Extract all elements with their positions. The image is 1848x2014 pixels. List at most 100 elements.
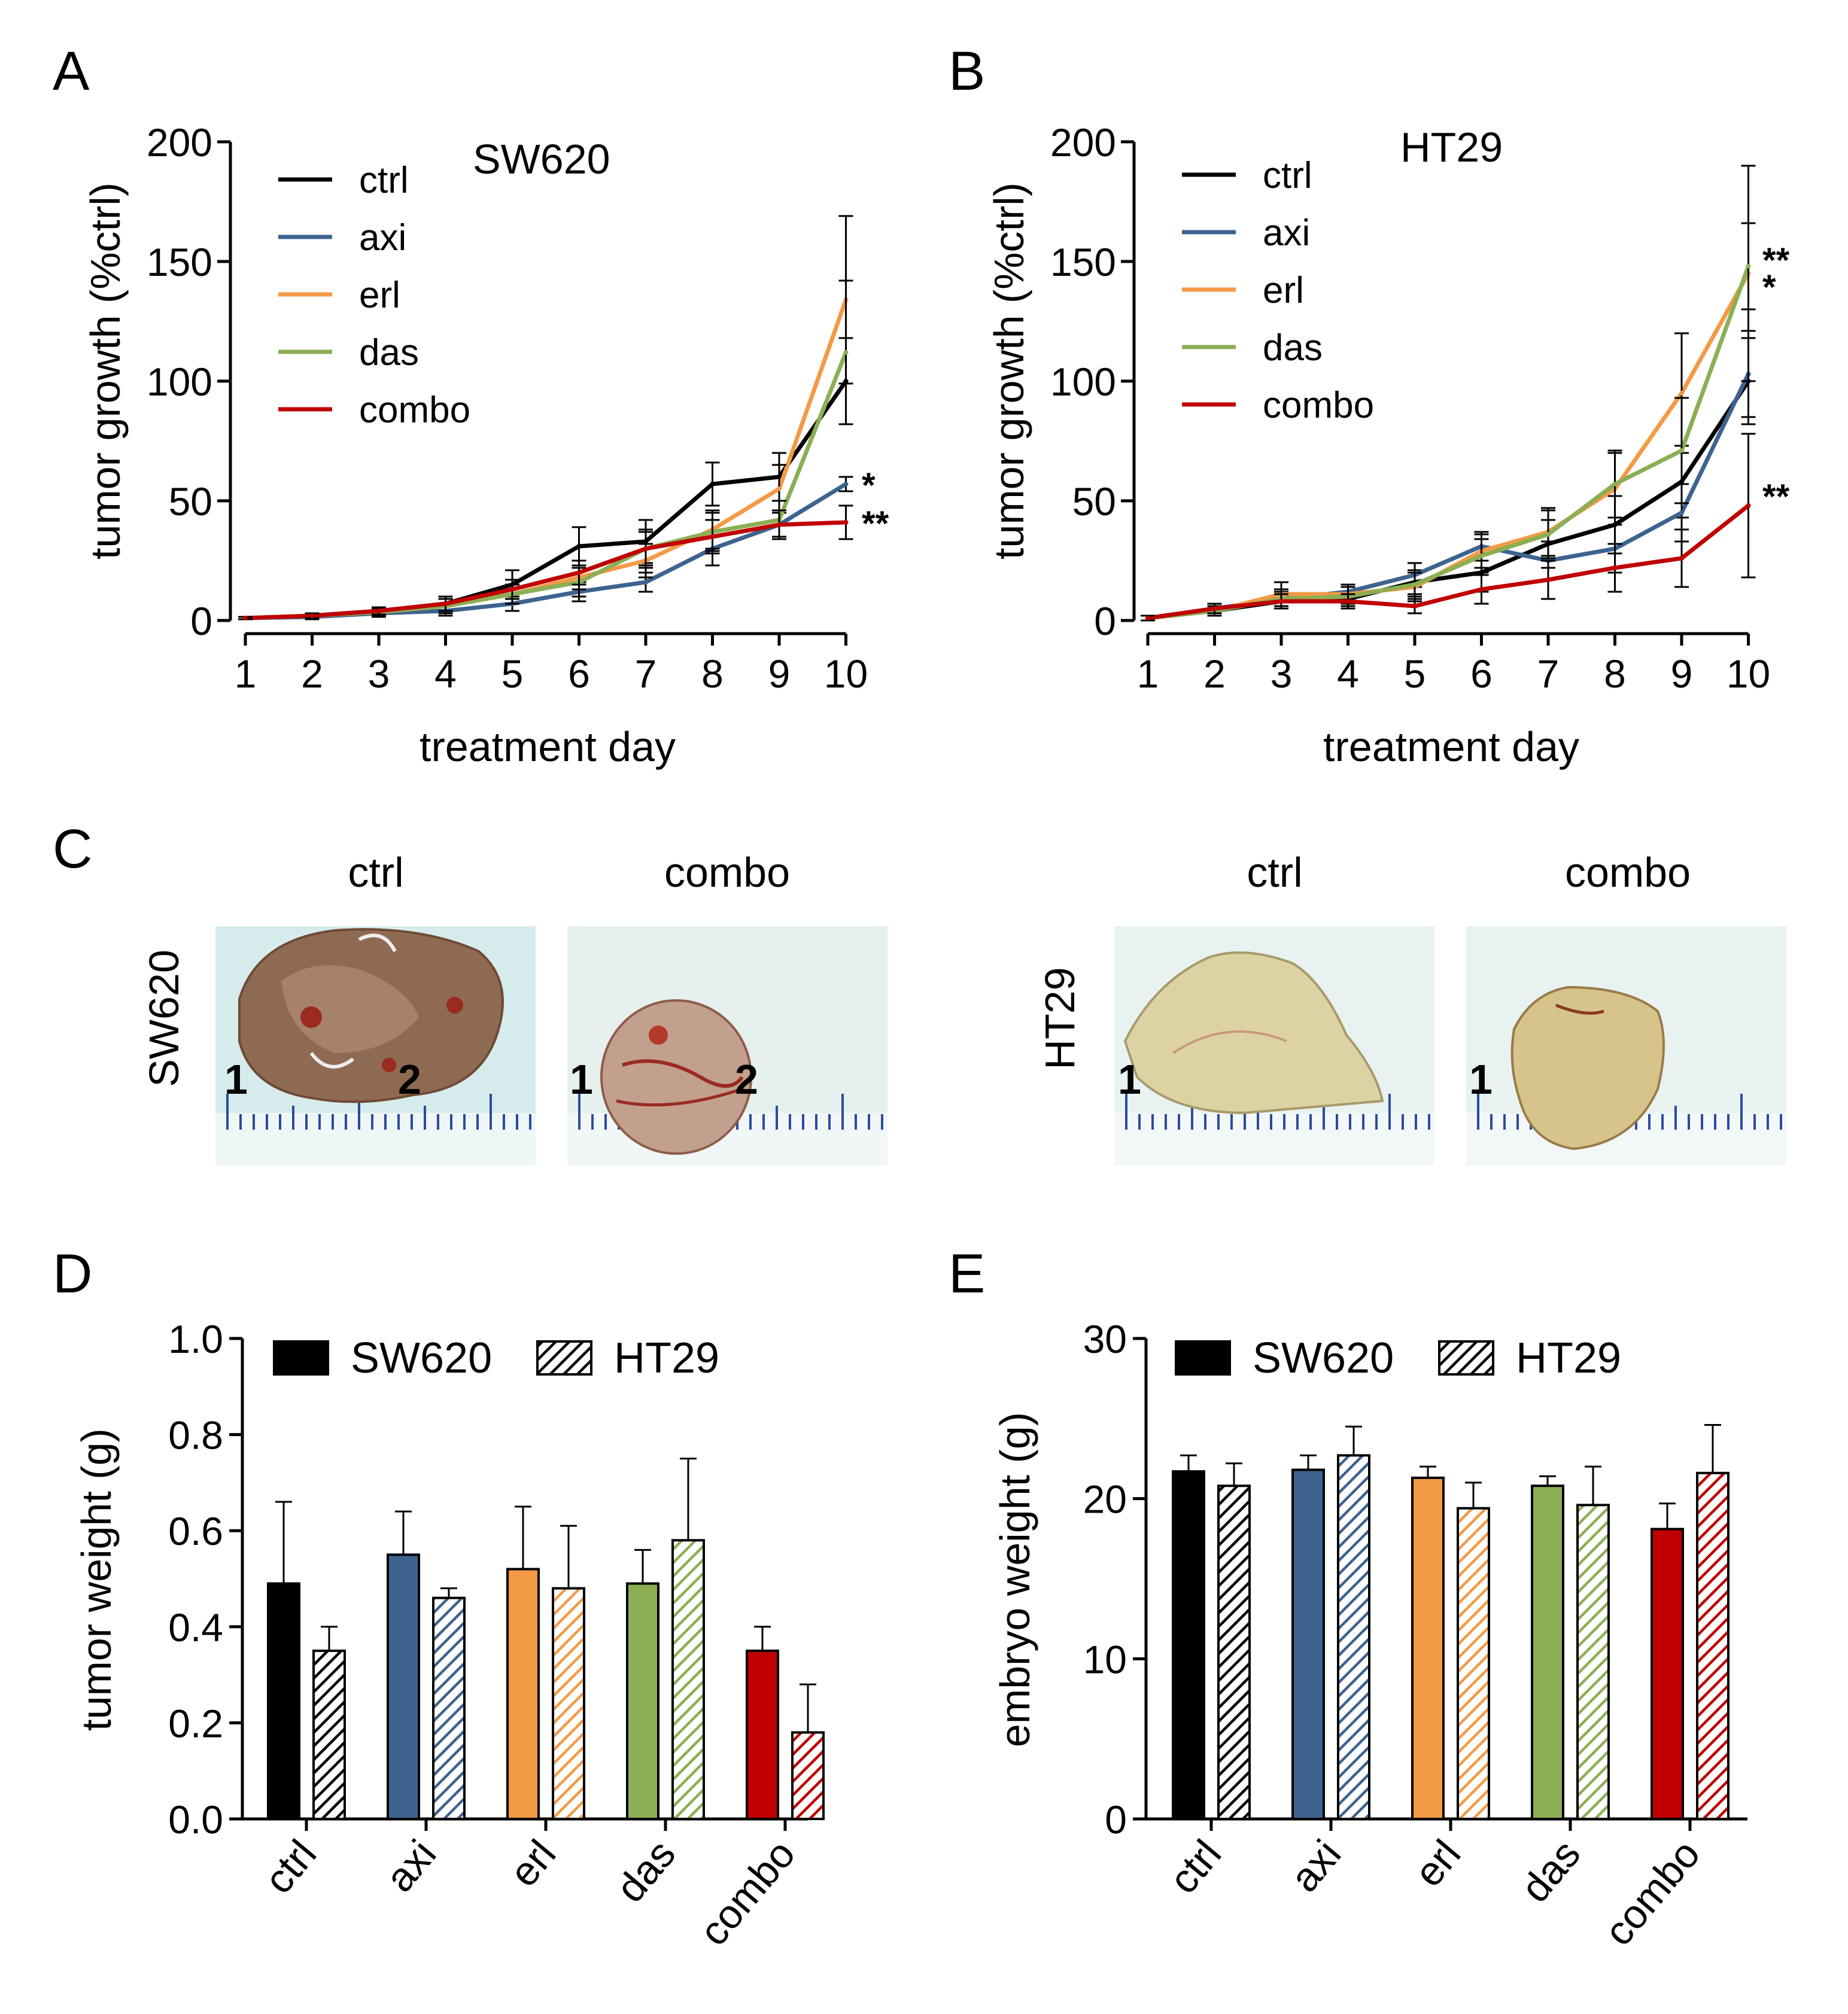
ruler-mark: 1 — [1118, 1056, 1141, 1103]
ruler — [1125, 1094, 1430, 1130]
data-point — [576, 570, 582, 575]
series-line-erl — [245, 299, 848, 620]
y-tick-label: 30 — [1083, 1317, 1127, 1361]
legend-label-erl: erl — [359, 275, 400, 316]
y-tick-label: 150 — [1050, 240, 1116, 284]
x-axis-label-a: treatment day — [420, 723, 676, 770]
data-point — [1145, 616, 1150, 620]
significance-marker: ** — [862, 504, 889, 543]
x-tick-label: 1 — [235, 652, 257, 696]
bar-ht29-combo — [1696, 1471, 1730, 1821]
y-tick-label: 0.0 — [168, 1797, 223, 1842]
photo-column-label-ctrl: ctrl — [348, 849, 403, 896]
y-tick-label: 0.6 — [168, 1509, 223, 1553]
data-point — [843, 350, 849, 355]
series-line-das — [1147, 265, 1750, 620]
x-tick-label: 8 — [701, 652, 724, 696]
ruler-mark: 1 — [1469, 1056, 1493, 1103]
legend-swatch-sw620 — [1175, 1340, 1231, 1376]
x-tick-label: 3 — [1270, 652, 1293, 696]
tumor-photo-ht29-ctrl: 1 — [1114, 926, 1434, 1166]
category-label-erl: erl — [1406, 1832, 1470, 1896]
bar-sw620-axi — [1291, 1468, 1325, 1820]
legend-label-axi: axi — [1263, 212, 1310, 254]
bar-sw620-axi — [387, 1553, 420, 1821]
ruler-mark: 2 — [398, 1056, 421, 1103]
y-tick-label: 50 — [1072, 479, 1116, 524]
data-point — [1546, 577, 1551, 582]
data-point — [243, 616, 248, 620]
legend-label-ctrl: ctrl — [359, 160, 409, 201]
significance-marker: * — [1762, 268, 1776, 307]
y-tick-label: 10 — [1083, 1637, 1127, 1681]
legend-label-ctrl: ctrl — [1263, 155, 1312, 196]
legend-label-das: das — [1263, 327, 1323, 369]
bar-sw620-das — [1531, 1484, 1564, 1821]
series-line-das — [245, 351, 848, 620]
y-tick-label: 20 — [1083, 1477, 1127, 1522]
y-tick-label: 1.0 — [168, 1317, 223, 1361]
x-tick-label: 4 — [434, 652, 457, 696]
photo-row-label-ht29: HT29 — [1037, 967, 1083, 1069]
data-point — [1345, 599, 1351, 604]
y-axis-label-d: tumor weight (g) — [73, 1428, 120, 1731]
plot-area-b: 0 50 100 150 200 1 2 3 4 5 6 7 8 9 10 ctrl axi erl das comb… — [1050, 120, 1790, 696]
bar-sw620-das — [626, 1582, 659, 1821]
series-erl — [238, 215, 853, 620]
plot-area-d: 0.0 0.2 0.4 0.6 0.8 1.0 ctrl axi erl das combo SW62… — [168, 1317, 825, 1954]
ruler — [226, 1094, 531, 1130]
x-axis-label-b: treatment day — [1323, 723, 1579, 770]
y-tick-label: 100 — [147, 360, 212, 404]
series-combo — [238, 504, 853, 620]
bar-ht29-das — [1576, 1504, 1610, 1820]
x-tick-label: 10 — [824, 652, 868, 696]
y-tick-label: 0.4 — [168, 1605, 223, 1650]
y-axis-label-a: tumor growth (%ctrl) — [82, 182, 129, 559]
category-label-axi: axi — [376, 1832, 445, 1900]
bar-ht29-ctrl — [1217, 1484, 1251, 1821]
panel-c: C ctrl combo ctrl combo SW620 HT29 1 2 — [53, 819, 1786, 1166]
x-tick-label: 2 — [1203, 652, 1226, 696]
ruler-mark: 1 — [570, 1056, 593, 1103]
data-point — [376, 609, 381, 613]
bar-sw620-ctrl — [1172, 1470, 1205, 1820]
panel-letter-c: C — [53, 819, 92, 880]
legend-label-sw620: SW620 — [1253, 1334, 1394, 1382]
data-point — [1746, 264, 1751, 269]
data-point — [1546, 532, 1551, 537]
bar-sw620-erl — [1411, 1476, 1445, 1821]
x-tick-label: 7 — [1537, 652, 1560, 696]
series-line-combo — [245, 520, 846, 620]
significance-marker: * — [862, 466, 876, 505]
data-point — [443, 601, 448, 606]
category-label-axi: axi — [1281, 1832, 1349, 1900]
y-tick-label: 0.2 — [168, 1701, 223, 1745]
data-point — [643, 546, 648, 551]
photo-row-label-sw620: SW620 — [141, 950, 187, 1087]
data-point — [576, 544, 582, 549]
x-tick-label: 9 — [1671, 652, 1693, 696]
significance-marker: ** — [1762, 477, 1790, 516]
x-tick-label: 4 — [1337, 652, 1359, 696]
bar-ht29-erl — [1457, 1507, 1490, 1820]
x-tick-label: 3 — [368, 652, 390, 696]
bar-ht29-combo — [791, 1731, 825, 1820]
bar-sw620-ctrl — [267, 1582, 300, 1821]
x-tick-label: 7 — [635, 652, 657, 696]
data-point — [1679, 556, 1684, 561]
bar-ht29-das — [671, 1539, 705, 1820]
significance-marker: ** — [1762, 241, 1790, 280]
photo-column-label-ctrl-2: ctrl — [1247, 849, 1302, 896]
series-line-ctrl — [1147, 380, 1750, 620]
bar-ht29-ctrl — [312, 1649, 346, 1820]
category-label-combo: combo — [1595, 1832, 1709, 1954]
data-point — [843, 482, 849, 486]
data-point — [1479, 587, 1484, 592]
legend-label-axi: axi — [359, 217, 406, 258]
data-point — [1412, 604, 1417, 609]
legend-label-ht29: HT29 — [614, 1334, 719, 1382]
x-tick-label: 6 — [1470, 652, 1493, 696]
x-tick-label: 2 — [301, 652, 323, 696]
x-tick-label: 1 — [1137, 652, 1159, 696]
data-point — [777, 486, 782, 491]
